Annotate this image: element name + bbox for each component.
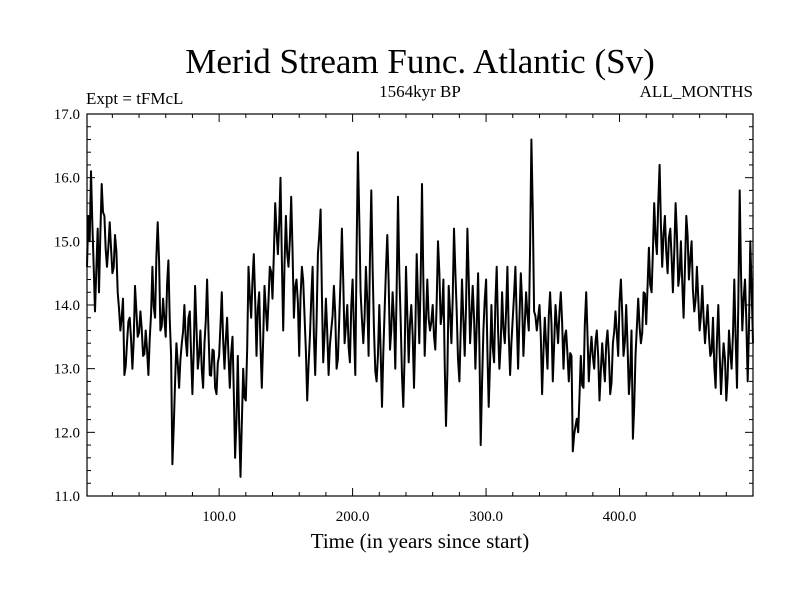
- x-tick-label: 100.0: [202, 509, 236, 525]
- series-line-atlantic-meridional-stream-function: [86, 138, 754, 478]
- y-tick-label: 11.0: [54, 489, 80, 505]
- chart-title: Merid Stream Func. Atlantic (Sv): [185, 42, 655, 81]
- x-axis-label: Time (in years since start): [311, 529, 530, 553]
- plot-frame: [86, 113, 754, 497]
- months-label: ALL_MONTHS: [640, 82, 753, 101]
- y-tick-label: 12.0: [54, 425, 80, 441]
- x-tick-label: 200.0: [336, 509, 370, 525]
- x-tick-label: 400.0: [603, 509, 637, 525]
- y-tick-label: 17.0: [54, 107, 80, 123]
- y-tick-labels: 11.0 12.0 13.0 14.0 15.0 16.0 17.0: [54, 107, 80, 505]
- y-tick-label: 16.0: [54, 171, 80, 187]
- x-tick-labels: 100.0 200.0 300.0 400.0: [202, 509, 636, 525]
- time-slice-label: 1564kyr BP: [379, 82, 461, 101]
- experiment-label: Expt = tFMcL: [86, 89, 183, 108]
- x-tick-label: 300.0: [469, 509, 503, 525]
- y-tick-label: 14.0: [54, 298, 80, 314]
- y-tick-label: 15.0: [54, 234, 80, 250]
- y-tick-label: 13.0: [54, 362, 80, 378]
